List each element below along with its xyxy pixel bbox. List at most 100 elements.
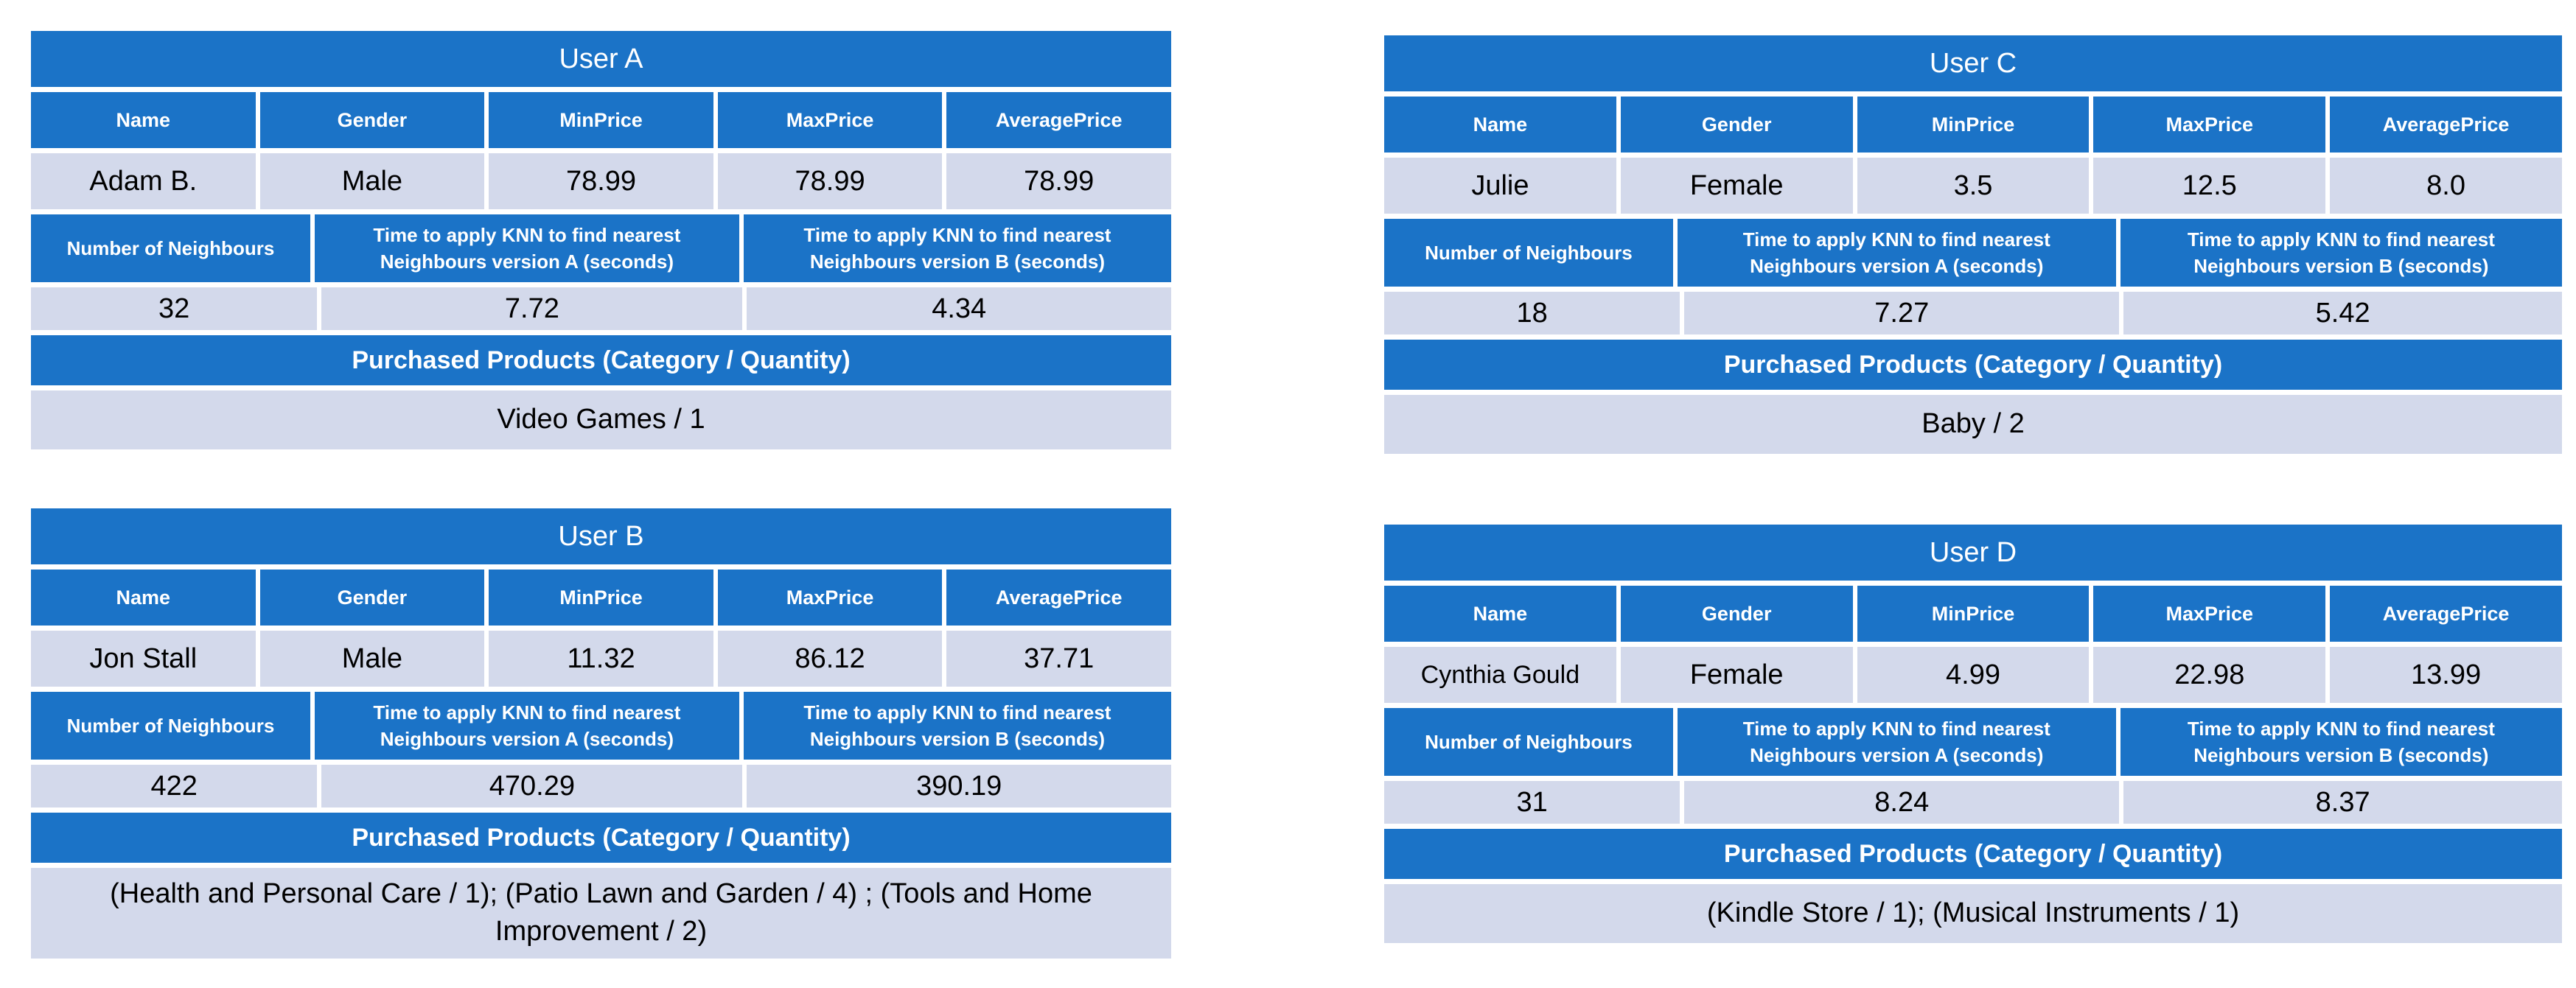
neighbours-value: 18 bbox=[1384, 292, 1680, 334]
products-header-row: Purchased Products (Category / Quantity) bbox=[31, 335, 1171, 385]
knn-data-row: 18 7.27 5.42 bbox=[1384, 292, 2562, 334]
products-data-row: (Health and Personal Care / 1); (Patio L… bbox=[31, 868, 1171, 959]
maxprice-value: 78.99 bbox=[717, 153, 943, 209]
time-version-a-value: 8.24 bbox=[1684, 781, 2120, 824]
products-data-row: Baby / 2 bbox=[1384, 395, 2562, 454]
person-data-row: Adam B. Male 78.99 78.99 78.99 bbox=[31, 153, 1171, 209]
time-version-b-value: 390.19 bbox=[747, 765, 1171, 807]
col-header-time-version-a: Time to apply KNN to find nearest Neighb… bbox=[314, 692, 739, 760]
col-header-gender: Gender bbox=[259, 92, 485, 148]
person-data-row: Julie Female 3.5 12.5 8.0 bbox=[1384, 158, 2562, 214]
knn-data-row: 422 470.29 390.19 bbox=[31, 765, 1171, 807]
knn-data-row: 32 7.72 4.34 bbox=[31, 287, 1171, 330]
col-header-maxprice: MaxPrice bbox=[717, 570, 943, 626]
time-version-a-value: 7.27 bbox=[1684, 292, 2120, 334]
col-header-maxprice: MaxPrice bbox=[2093, 97, 2326, 153]
user-a-table: User A Name Gender MinPrice MaxPrice Ave… bbox=[31, 31, 1171, 449]
averageprice-value: 8.0 bbox=[2330, 158, 2562, 214]
minprice-value: 3.5 bbox=[1857, 158, 2090, 214]
col-header-time-version-a: Time to apply KNN to find nearest Neighb… bbox=[1677, 219, 2116, 287]
col-header-minprice: MinPrice bbox=[489, 570, 713, 626]
averageprice-value: 78.99 bbox=[946, 153, 1171, 209]
neighbours-value: 32 bbox=[31, 287, 318, 330]
person-header-row: Name Gender MinPrice MaxPrice AveragePri… bbox=[1384, 586, 2562, 642]
col-header-time-version-a: Time to apply KNN to find nearest Neighb… bbox=[314, 214, 739, 282]
col-header-time-version-b: Time to apply KNN to find nearest Neighb… bbox=[743, 692, 1171, 760]
col-header-neighbours: Number of Neighbours bbox=[31, 214, 310, 282]
col-header-gender: Gender bbox=[259, 570, 485, 626]
products-header-row: Purchased Products (Category / Quantity) bbox=[1384, 340, 2562, 390]
time-version-b-value: 4.34 bbox=[747, 287, 1171, 330]
table-title-row: User A bbox=[31, 31, 1171, 87]
minprice-value: 4.99 bbox=[1857, 647, 2090, 703]
maxprice-value: 12.5 bbox=[2093, 158, 2326, 214]
table-title: User B bbox=[31, 508, 1171, 564]
table-title-row: User C bbox=[1384, 35, 2562, 91]
products-header: Purchased Products (Category / Quantity) bbox=[31, 813, 1171, 863]
col-header-minprice: MinPrice bbox=[1857, 97, 2090, 153]
neighbours-value: 422 bbox=[31, 765, 318, 807]
col-header-gender: Gender bbox=[1620, 97, 1853, 153]
person-header-row: Name Gender MinPrice MaxPrice AveragePri… bbox=[1384, 97, 2562, 153]
knn-header-row: Number of Neighbours Time to apply KNN t… bbox=[1384, 219, 2562, 287]
maxprice-value: 86.12 bbox=[717, 631, 943, 687]
col-header-maxprice: MaxPrice bbox=[717, 92, 943, 148]
col-header-time-version-a: Time to apply KNN to find nearest Neighb… bbox=[1677, 708, 2116, 776]
table-title: User D bbox=[1384, 525, 2562, 581]
averageprice-value: 13.99 bbox=[2330, 647, 2562, 703]
user-c-table: User C Name Gender MinPrice MaxPrice Ave… bbox=[1384, 35, 2562, 454]
time-version-b-value: 8.37 bbox=[2123, 781, 2562, 824]
col-header-neighbours: Number of Neighbours bbox=[1384, 219, 1673, 287]
col-header-name: Name bbox=[31, 570, 256, 626]
time-version-a-value: 7.72 bbox=[321, 287, 743, 330]
products-value: (Health and Personal Care / 1); (Patio L… bbox=[31, 868, 1171, 959]
table-title-row: User D bbox=[1384, 525, 2562, 581]
minprice-value: 78.99 bbox=[489, 153, 713, 209]
gender-value: Male bbox=[259, 631, 485, 687]
col-header-name: Name bbox=[1384, 586, 1616, 642]
name-value: Jon Stall bbox=[31, 631, 256, 687]
table-title: User A bbox=[31, 31, 1171, 87]
averageprice-value: 37.71 bbox=[946, 631, 1171, 687]
knn-data-row: 31 8.24 8.37 bbox=[1384, 781, 2562, 824]
table-title-row: User B bbox=[31, 508, 1171, 564]
knn-header-row: Number of Neighbours Time to apply KNN t… bbox=[1384, 708, 2562, 776]
col-header-minprice: MinPrice bbox=[1857, 586, 2090, 642]
person-data-row: Jon Stall Male 11.32 86.12 37.71 bbox=[31, 631, 1171, 687]
maxprice-value: 22.98 bbox=[2093, 647, 2326, 703]
minprice-value: 11.32 bbox=[489, 631, 713, 687]
user-b-table: User B Name Gender MinPrice MaxPrice Ave… bbox=[31, 508, 1171, 959]
col-header-maxprice: MaxPrice bbox=[2093, 586, 2326, 642]
gender-value: Female bbox=[1620, 158, 1853, 214]
products-value: Video Games / 1 bbox=[31, 390, 1171, 449]
col-header-neighbours: Number of Neighbours bbox=[1384, 708, 1673, 776]
name-value: Julie bbox=[1384, 158, 1616, 214]
col-header-name: Name bbox=[31, 92, 256, 148]
products-header: Purchased Products (Category / Quantity) bbox=[31, 335, 1171, 385]
time-version-b-value: 5.42 bbox=[2123, 292, 2562, 334]
table-title: User C bbox=[1384, 35, 2562, 91]
col-header-neighbours: Number of Neighbours bbox=[31, 692, 310, 760]
products-header: Purchased Products (Category / Quantity) bbox=[1384, 340, 2562, 390]
col-header-averageprice: AveragePrice bbox=[2330, 586, 2562, 642]
col-header-time-version-b: Time to apply KNN to find nearest Neighb… bbox=[2120, 708, 2562, 776]
col-header-gender: Gender bbox=[1620, 586, 1853, 642]
gender-value: Female bbox=[1620, 647, 1853, 703]
col-header-averageprice: AveragePrice bbox=[2330, 97, 2562, 153]
time-version-a-value: 470.29 bbox=[321, 765, 743, 807]
neighbours-value: 31 bbox=[1384, 781, 1680, 824]
products-data-row: (Kindle Store / 1); (Musical Instruments… bbox=[1384, 884, 2562, 943]
products-header-row: Purchased Products (Category / Quantity) bbox=[1384, 829, 2562, 879]
person-header-row: Name Gender MinPrice MaxPrice AveragePri… bbox=[31, 570, 1171, 626]
col-header-averageprice: AveragePrice bbox=[946, 570, 1171, 626]
person-header-row: Name Gender MinPrice MaxPrice AveragePri… bbox=[31, 92, 1171, 148]
products-header-row: Purchased Products (Category / Quantity) bbox=[31, 813, 1171, 863]
col-header-minprice: MinPrice bbox=[489, 92, 713, 148]
col-header-time-version-b: Time to apply KNN to find nearest Neighb… bbox=[743, 214, 1171, 282]
person-data-row: Cynthia Gould Female 4.99 22.98 13.99 bbox=[1384, 647, 2562, 703]
col-header-averageprice: AveragePrice bbox=[946, 92, 1171, 148]
products-data-row: Video Games / 1 bbox=[31, 390, 1171, 449]
col-header-time-version-b: Time to apply KNN to find nearest Neighb… bbox=[2120, 219, 2562, 287]
knn-header-row: Number of Neighbours Time to apply KNN t… bbox=[31, 214, 1171, 282]
